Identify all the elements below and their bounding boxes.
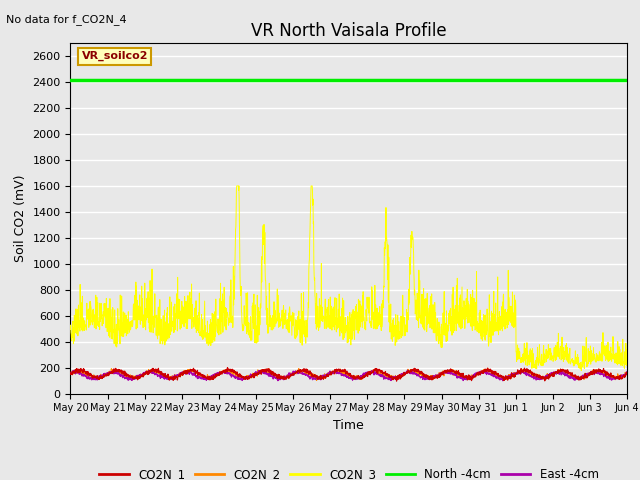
Legend: CO2N_1, CO2N_2, CO2N_3, North -4cm, East -4cm: CO2N_1, CO2N_2, CO2N_3, North -4cm, East… xyxy=(94,463,604,480)
Text: No data for f_CO2N_4: No data for f_CO2N_4 xyxy=(6,14,127,25)
Title: VR North Vaisala Profile: VR North Vaisala Profile xyxy=(251,22,447,40)
X-axis label: Time: Time xyxy=(333,419,364,432)
Text: VR_soilco2: VR_soilco2 xyxy=(81,51,148,61)
Y-axis label: Soil CO2 (mV): Soil CO2 (mV) xyxy=(14,175,27,262)
